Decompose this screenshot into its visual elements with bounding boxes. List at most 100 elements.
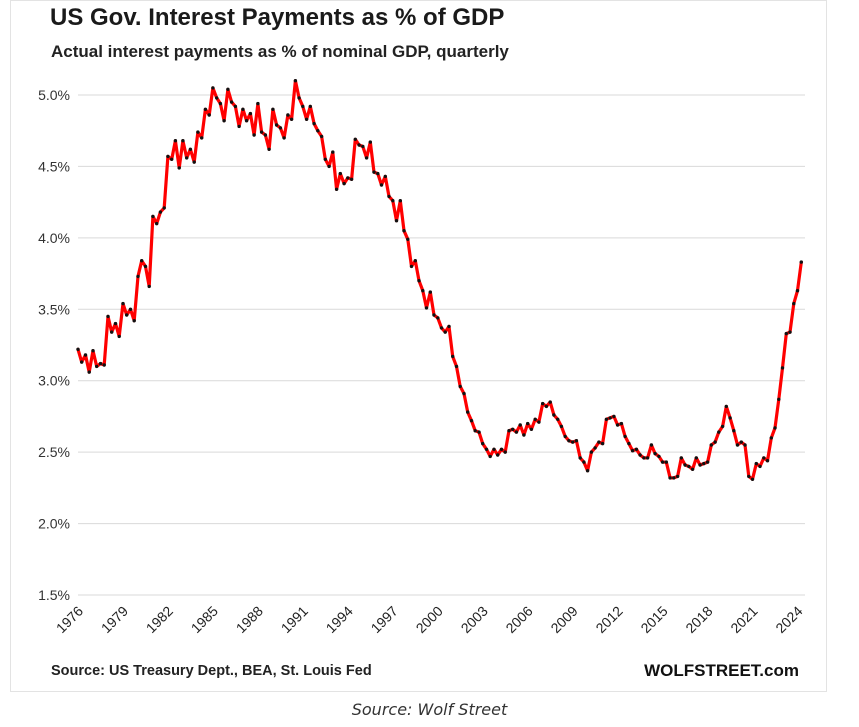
chart-frame [10, 0, 827, 692]
data-point [207, 113, 211, 117]
data-point [76, 347, 80, 351]
data-point [259, 130, 264, 134]
data-point [188, 147, 193, 151]
data-point [582, 460, 586, 464]
data-point [739, 440, 743, 444]
data-point [600, 441, 605, 446]
data-point [694, 456, 698, 460]
data-point [394, 219, 399, 223]
data-point [402, 229, 406, 233]
data-point [788, 330, 792, 334]
data-point [346, 176, 350, 180]
data-point [398, 199, 402, 203]
x-tick-label: 1982 [143, 603, 176, 636]
data-point [672, 476, 676, 480]
data-point [327, 164, 331, 169]
data-point [278, 126, 283, 130]
data-point [597, 440, 601, 444]
data-point [499, 447, 504, 451]
data-point [717, 430, 721, 434]
data-point [702, 461, 706, 466]
data-point [784, 331, 788, 336]
data-point [657, 454, 661, 459]
data-point [203, 107, 208, 112]
data-point [544, 404, 549, 409]
data-point [256, 101, 260, 106]
x-tick-label: 2006 [502, 603, 535, 636]
data-point [799, 260, 803, 264]
x-tick-label: 2015 [637, 603, 670, 636]
data-point [289, 117, 294, 122]
data-point [612, 414, 616, 419]
data-point [229, 100, 234, 104]
data-point [226, 87, 230, 92]
data-point [263, 133, 268, 137]
data-point [679, 456, 683, 460]
data-point [125, 313, 129, 317]
data-point [387, 194, 391, 199]
data-point [110, 330, 114, 334]
data-point [87, 370, 91, 374]
data-point [117, 334, 121, 339]
data-point [372, 170, 376, 174]
data-point [143, 264, 148, 269]
data-point [447, 324, 451, 329]
data-point [166, 154, 170, 159]
data-point [102, 363, 106, 367]
data-point [301, 104, 305, 109]
data-point [237, 124, 241, 129]
data-point [364, 156, 369, 160]
data-point [762, 456, 766, 460]
data-point [705, 460, 710, 464]
data-point [106, 314, 110, 319]
data-point [578, 456, 582, 460]
data-point [368, 140, 372, 144]
data-point [170, 157, 174, 161]
data-point [522, 433, 526, 437]
x-tick-label: 2012 [592, 603, 625, 636]
data-point [439, 326, 444, 330]
data-point [773, 426, 777, 430]
data-point [608, 416, 612, 420]
x-tick-label: 2003 [457, 603, 490, 636]
data-point [668, 476, 672, 480]
data-point [185, 156, 189, 160]
x-tick-label: 1991 [278, 603, 311, 636]
data-point [421, 289, 425, 293]
data-point [604, 417, 609, 421]
data-point [563, 434, 567, 439]
data-point [735, 443, 740, 447]
data-point [361, 144, 365, 149]
data-point [83, 353, 88, 357]
data-point [690, 467, 695, 471]
data-point [312, 121, 316, 126]
data-point [507, 429, 511, 433]
data-point [428, 290, 432, 294]
data-point [353, 137, 357, 141]
data-point [342, 181, 346, 186]
data-point [233, 104, 238, 109]
data-point [713, 440, 717, 444]
data-point [484, 447, 489, 451]
data-point [98, 361, 103, 366]
data-point [181, 139, 185, 143]
data-point [155, 221, 159, 226]
x-tick-label: 2024 [772, 603, 805, 636]
source-note: Source: US Treasury Dept., BEA, St. Loui… [51, 663, 372, 679]
data-point [720, 424, 725, 429]
data-point [675, 474, 680, 479]
data-point [158, 210, 163, 214]
data-point [451, 354, 455, 359]
data-point [458, 384, 462, 389]
data-point [334, 187, 339, 191]
data-point [660, 460, 665, 464]
data-point [147, 284, 151, 289]
data-point [267, 147, 271, 151]
data-point [383, 174, 387, 179]
data-point [391, 199, 395, 203]
data-point [113, 321, 118, 326]
data-point [541, 401, 545, 406]
data-point [271, 107, 275, 112]
data-point [481, 441, 485, 446]
